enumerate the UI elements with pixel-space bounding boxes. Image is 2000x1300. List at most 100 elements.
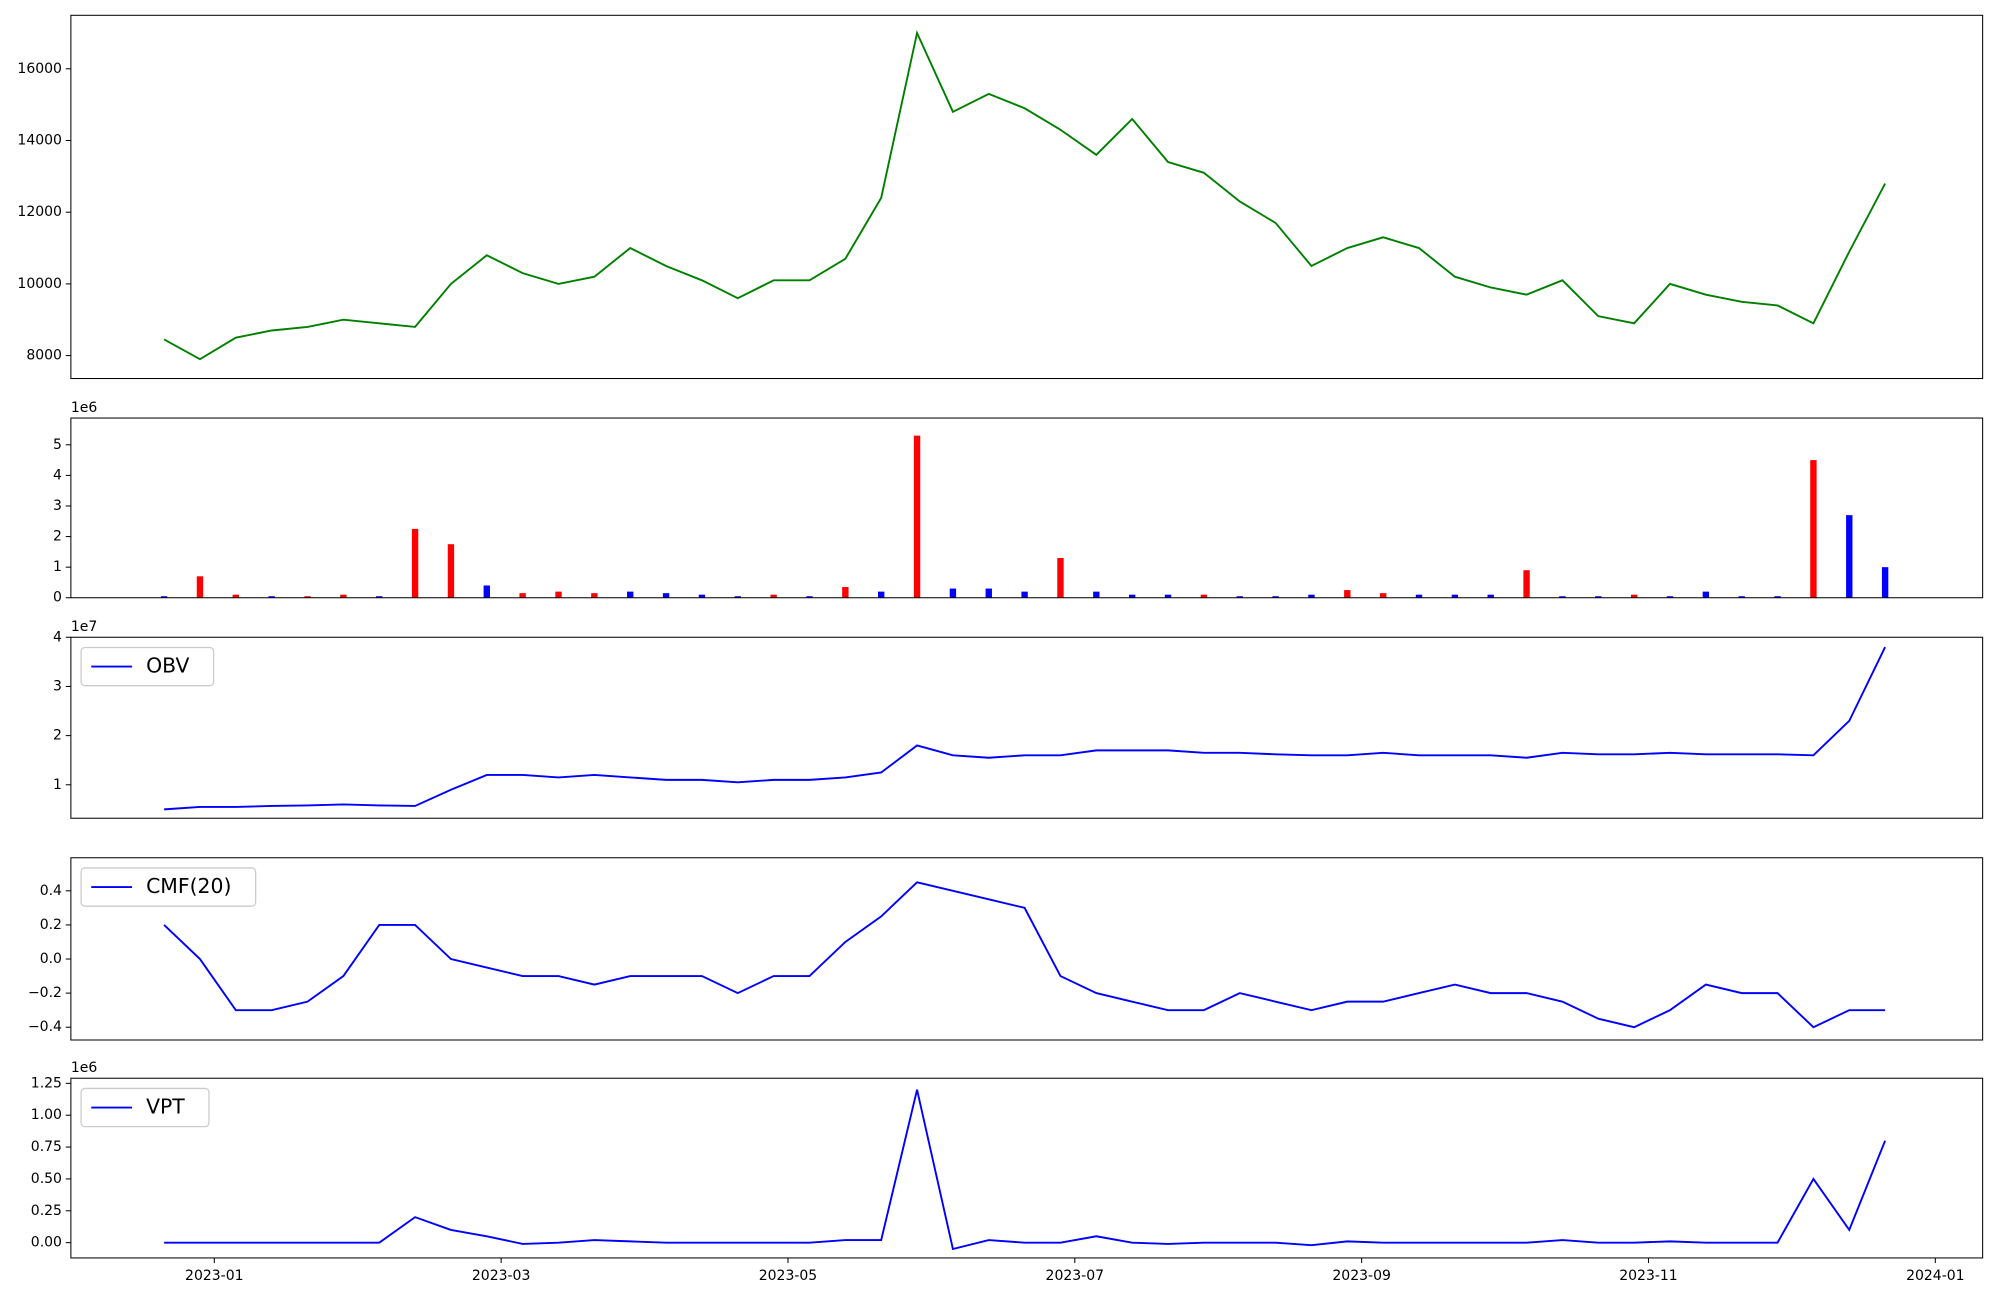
y-tick-label: 5	[53, 437, 62, 453]
bar	[1451, 594, 1459, 598]
bar	[1523, 570, 1530, 598]
y-tick-label: 0.4	[40, 883, 62, 899]
legend-box	[80, 646, 215, 687]
bar	[662, 593, 670, 598]
axes-frame	[70, 636, 1984, 819]
bar	[770, 594, 777, 598]
legend-label: VPT	[146, 1095, 185, 1119]
bar	[698, 594, 706, 598]
bar	[1379, 593, 1387, 598]
axes-frame	[70, 417, 1984, 599]
bar	[1272, 596, 1279, 598]
y-tick-label: 1	[53, 559, 62, 575]
bar	[806, 596, 813, 598]
y-tick-label: 3	[53, 678, 62, 694]
bar	[268, 596, 275, 598]
axes-frame	[70, 857, 1984, 1041]
legend-box	[80, 1087, 210, 1128]
bar	[555, 591, 562, 598]
bar	[1630, 594, 1638, 598]
y-tick-label: 0.0	[40, 951, 62, 967]
y-tick-label: 14000	[17, 133, 62, 149]
x-tick-label: 2023-11	[1619, 1268, 1678, 1284]
bar	[985, 588, 992, 598]
bar	[340, 594, 347, 598]
y-tick-label: 3	[53, 498, 62, 514]
bar	[1881, 567, 1889, 598]
bar	[949, 588, 957, 598]
y-tick-label: 16000	[17, 61, 62, 77]
bar	[304, 596, 311, 598]
bar	[1559, 596, 1566, 598]
axis-offset-label: 1e7	[71, 619, 97, 635]
line	[163, 881, 1886, 1029]
bar	[591, 593, 598, 598]
y-tick-label: 1.25	[31, 1075, 62, 1091]
bar	[1021, 591, 1028, 598]
y-tick-label: 0	[53, 590, 62, 606]
bar	[1487, 594, 1494, 598]
y-tick-label: −0.4	[28, 1019, 62, 1035]
bar	[1057, 557, 1064, 598]
bar	[1164, 594, 1172, 598]
bar	[483, 585, 490, 598]
bar	[411, 528, 419, 598]
y-tick-label: 1	[53, 777, 62, 793]
bar	[878, 591, 885, 598]
bar	[196, 576, 204, 598]
y-tick-label: 2	[53, 728, 62, 744]
y-tick-label: 0.2	[40, 917, 62, 933]
y-tick-label: −0.2	[28, 985, 62, 1001]
y-tick-label: 12000	[17, 204, 62, 220]
x-tick-label: 2023-05	[759, 1268, 818, 1284]
y-tick-label: 0.50	[31, 1171, 62, 1187]
line	[164, 1089, 1887, 1251]
bar	[447, 544, 455, 598]
bar	[913, 435, 921, 598]
y-tick-label: 4	[53, 629, 62, 645]
bar	[1666, 596, 1674, 598]
y-tick-label: 0.75	[31, 1139, 62, 1155]
legend-box	[80, 867, 257, 907]
bar	[1236, 596, 1243, 598]
axis-offset-label: 1e6	[71, 1060, 98, 1076]
x-tick-label: 2024-01	[1906, 1268, 1965, 1284]
y-tick-label: 4	[53, 467, 62, 483]
x-tick-label: 2023-07	[1046, 1268, 1105, 1284]
bar	[1128, 594, 1136, 598]
line	[164, 646, 1886, 811]
bar	[1093, 591, 1100, 598]
legend-label: OBV	[146, 654, 189, 678]
bar	[1308, 594, 1315, 598]
bar	[519, 593, 526, 598]
bar	[232, 594, 239, 598]
bar	[160, 596, 168, 598]
bar	[1810, 460, 1817, 598]
bar	[376, 596, 383, 598]
bar	[627, 591, 634, 598]
y-tick-label: 8000	[26, 348, 62, 364]
x-tick-label: 2023-09	[1332, 1268, 1391, 1284]
x-tick-label: 2023-03	[472, 1268, 531, 1284]
axes-frame	[70, 1077, 1984, 1259]
bar	[1595, 596, 1602, 598]
y-tick-label: 0.00	[31, 1235, 62, 1251]
bar	[1774, 596, 1781, 598]
bar	[1344, 590, 1351, 598]
axis-offset-label: 1e6	[71, 400, 98, 416]
y-tick-label: 0.25	[31, 1203, 62, 1219]
x-tick-label: 2023-01	[185, 1268, 244, 1284]
bar	[1702, 591, 1710, 598]
legend-label: CMF(20)	[146, 874, 231, 898]
bar	[842, 587, 849, 598]
y-tick-label: 10000	[17, 276, 62, 292]
axes-frame	[70, 14, 1984, 380]
line	[163, 29, 1886, 361]
bar	[1415, 594, 1423, 598]
bar	[1738, 596, 1745, 598]
bar	[1846, 515, 1853, 598]
y-tick-label: 1.00	[31, 1107, 62, 1123]
y-tick-label: 2	[53, 529, 62, 545]
